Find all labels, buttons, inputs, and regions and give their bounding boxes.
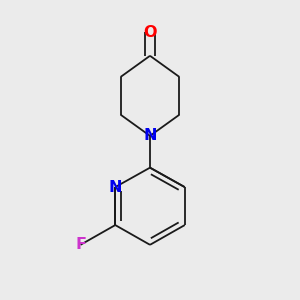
Text: N: N — [143, 128, 157, 143]
Text: O: O — [143, 25, 157, 40]
Text: N: N — [109, 180, 122, 195]
Text: F: F — [75, 237, 86, 252]
